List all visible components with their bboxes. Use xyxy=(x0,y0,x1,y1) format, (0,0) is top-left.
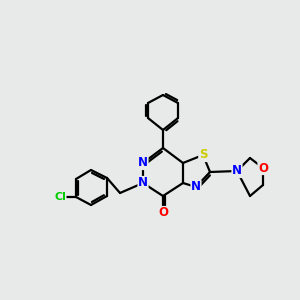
Text: S: S xyxy=(199,148,207,161)
Text: O: O xyxy=(258,161,268,175)
Text: O: O xyxy=(158,206,168,220)
Text: N: N xyxy=(138,157,148,169)
Text: N: N xyxy=(191,181,201,194)
Text: N: N xyxy=(232,164,242,178)
Text: N: N xyxy=(138,176,148,190)
Text: Cl: Cl xyxy=(54,192,66,202)
